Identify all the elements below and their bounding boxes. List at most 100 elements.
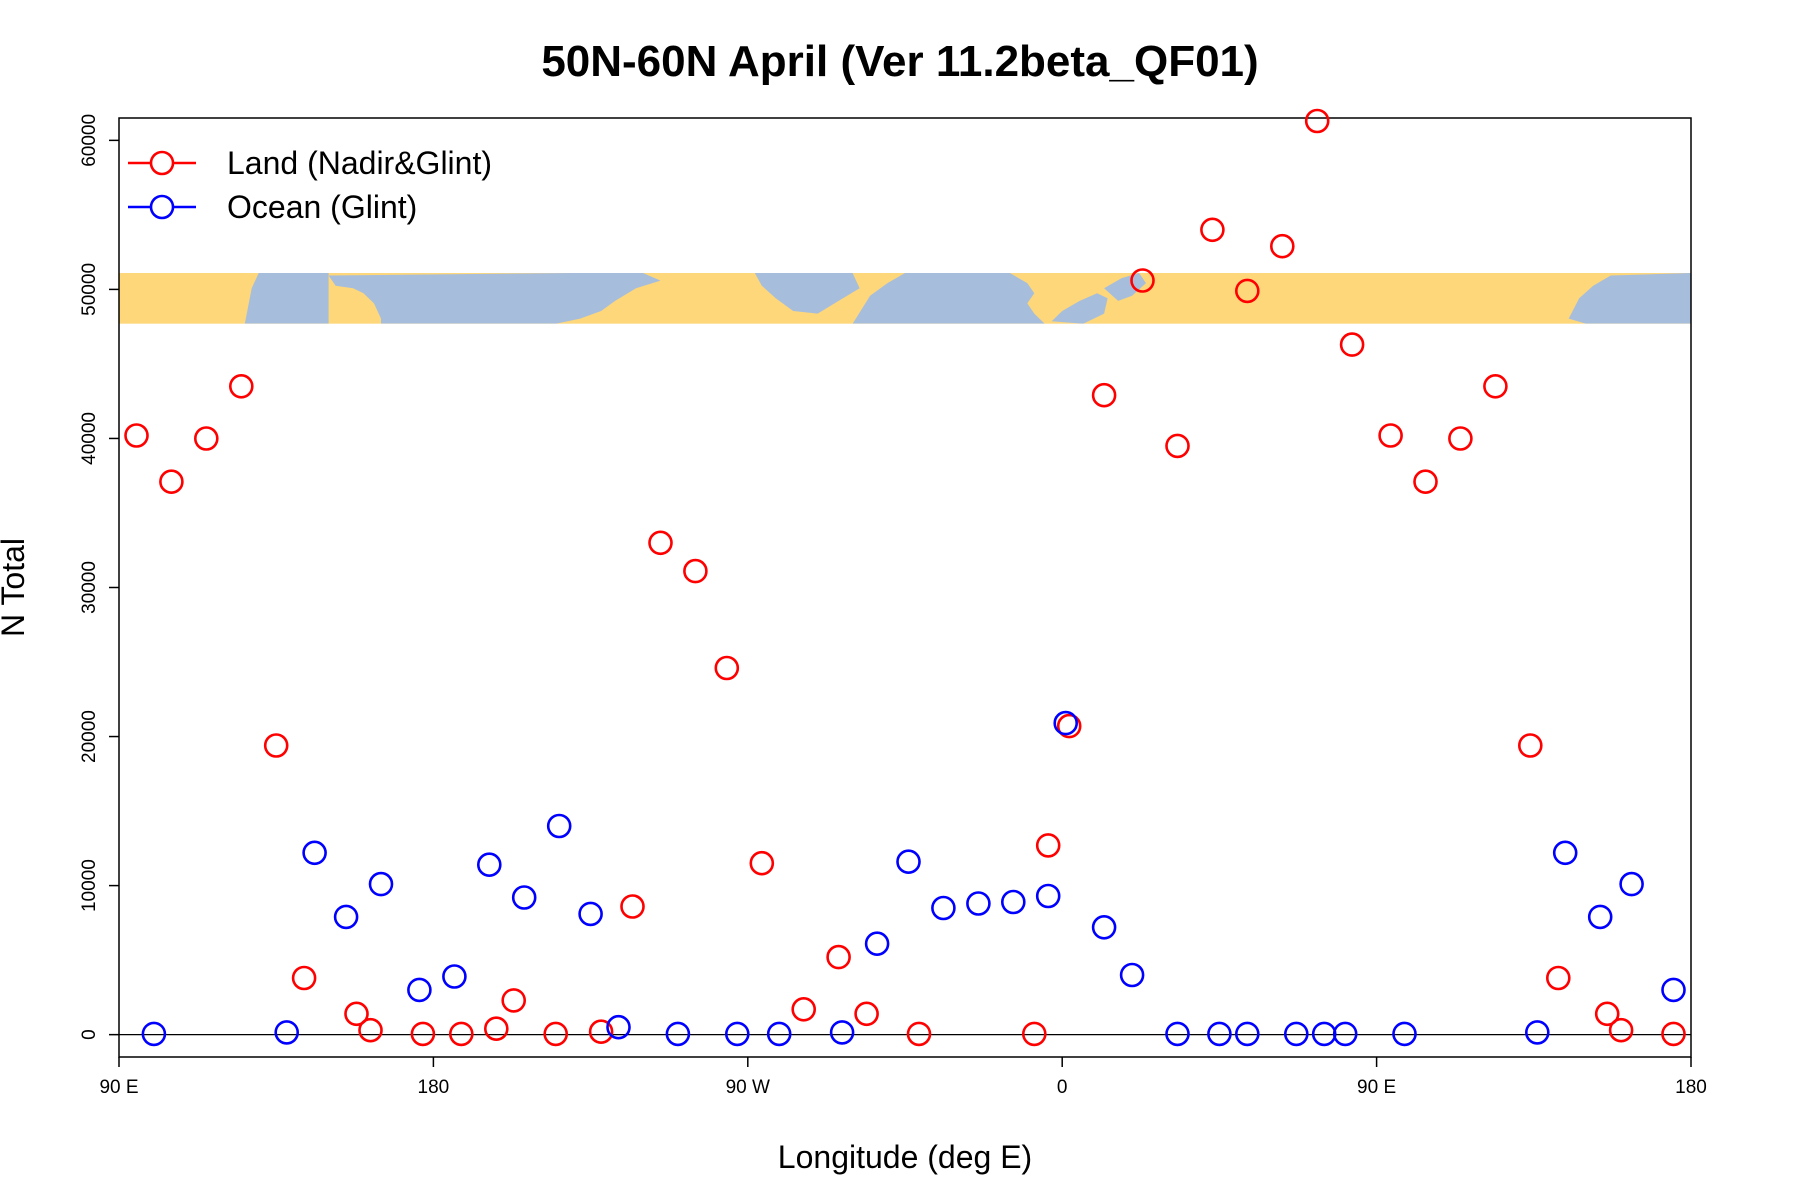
ocean-data-point — [333, 904, 359, 930]
ocean-data-point — [1207, 1021, 1232, 1047]
land-data-point — [1035, 833, 1061, 858]
ocean-data-point — [1091, 914, 1117, 940]
land-data-point — [543, 1021, 569, 1047]
y-axis-label: N Total — [0, 538, 31, 637]
ocean-data-point — [1587, 904, 1613, 930]
legend-marker — [149, 194, 175, 220]
y-tick-label: 60000 — [79, 114, 100, 167]
x-tick-label: 90 E — [1357, 1077, 1396, 1098]
land-data-point — [1130, 268, 1155, 293]
land-data-point — [1608, 1017, 1634, 1043]
land-data-point — [1483, 373, 1508, 399]
land-data-point — [1165, 433, 1190, 459]
ocean-data-point — [442, 964, 467, 989]
land-data-point — [1661, 1021, 1686, 1047]
data-points — [124, 108, 1686, 1047]
land-data-point — [344, 1001, 369, 1027]
map-ocean-region — [1104, 273, 1146, 301]
land-data-point — [194, 426, 219, 451]
map-ocean-region — [328, 273, 661, 324]
x-axis: 90 E 180 90 W 0 90 E 180 — [99, 1057, 1707, 1098]
legend-label: Ocean (Glint) — [227, 189, 417, 225]
y-tick-label: 0 — [79, 1029, 100, 1040]
ocean-data-point — [476, 852, 502, 878]
land-data-point — [1304, 108, 1330, 134]
legend-label: Land (Nadir&Glint) — [227, 145, 492, 181]
land-data-point — [501, 988, 527, 1013]
ocean-data-point — [1284, 1021, 1309, 1047]
ocean-data-point — [966, 891, 991, 916]
ocean-data-point — [1053, 710, 1078, 736]
ocean-data-point — [1035, 883, 1061, 909]
ocean-data-point — [724, 1021, 750, 1047]
ocean-data-point — [606, 1014, 631, 1040]
ocean-data-point — [829, 1020, 855, 1045]
y-tick-label: 50000 — [79, 263, 100, 316]
ocean-data-point — [1165, 1021, 1190, 1047]
land-data-point — [1270, 233, 1295, 259]
land-data-point — [1413, 469, 1438, 495]
land-data-point — [291, 965, 317, 991]
land-data-point — [229, 373, 254, 399]
ocean-data-point — [407, 977, 432, 1003]
x-tick-label: 180 — [418, 1077, 450, 1098]
map-ocean-region — [1051, 293, 1108, 324]
chart-title: 50N-60N April (Ver 11.2beta_QF01) — [541, 37, 1258, 86]
ocean-data-point — [1332, 1021, 1358, 1047]
land-data-point — [1235, 278, 1260, 304]
ocean-data-point — [1311, 1021, 1337, 1047]
land-data-point — [410, 1021, 436, 1047]
y-tick-label: 10000 — [79, 859, 100, 912]
x-tick-label: 180 — [1675, 1077, 1707, 1098]
ocean-data-point — [1000, 889, 1026, 915]
land-data-point — [483, 1016, 509, 1041]
legend-marker — [149, 150, 175, 176]
legend: Land (Nadir&Glint) Ocean (Glint) — [128, 145, 492, 225]
land-data-point — [1594, 1001, 1620, 1027]
land-data-point — [683, 558, 708, 584]
land-data-point — [648, 530, 673, 556]
land-data-point — [714, 655, 740, 681]
ocean-data-point — [302, 840, 327, 866]
land-data-point — [358, 1017, 383, 1043]
land-data-point — [1022, 1021, 1047, 1047]
land-data-point — [1056, 713, 1082, 739]
x-tick-label: 90 W — [726, 1077, 770, 1098]
ocean-data-point — [896, 849, 921, 875]
land-data-point — [1091, 382, 1117, 408]
ocean-data-point — [546, 813, 572, 839]
map-ocean-region — [244, 273, 329, 324]
map-ocean-region — [1568, 273, 1691, 324]
land-data-point — [854, 1001, 879, 1027]
world-map-strip — [119, 273, 1691, 324]
ocean-data-point — [1619, 871, 1644, 897]
series-ocean — [141, 710, 1686, 1047]
land-data-point — [1546, 965, 1571, 991]
land-data-point — [1448, 426, 1473, 451]
land-data-point — [1200, 217, 1225, 243]
land-data-point — [791, 996, 817, 1022]
ocean-data-point — [511, 885, 537, 910]
land-data-point — [159, 469, 184, 495]
ocean-data-point — [864, 931, 890, 957]
land-data-point — [620, 894, 645, 919]
ocean-data-point — [274, 1020, 300, 1045]
x-tick-label: 90 E — [99, 1077, 138, 1098]
map-ocean-region — [1621, 295, 1664, 324]
ocean-data-point — [141, 1021, 167, 1047]
land-data-point — [124, 423, 149, 448]
land-data-point — [588, 1019, 614, 1044]
y-tick-label: 40000 — [79, 412, 100, 465]
land-data-point — [1378, 423, 1403, 448]
land-data-point — [906, 1021, 932, 1047]
ocean-data-point — [931, 895, 956, 921]
x-tick-label: 0 — [1057, 1077, 1068, 1098]
y-tick-label: 20000 — [79, 710, 100, 763]
land-data-point — [1518, 733, 1543, 758]
map-ocean-region — [754, 273, 860, 314]
plot-area-frame — [118, 117, 1692, 1058]
land-data-point — [826, 944, 851, 970]
series-land — [124, 108, 1686, 1047]
y-tick-label: 30000 — [79, 561, 100, 614]
map-strip-ocean — [244, 273, 1691, 324]
